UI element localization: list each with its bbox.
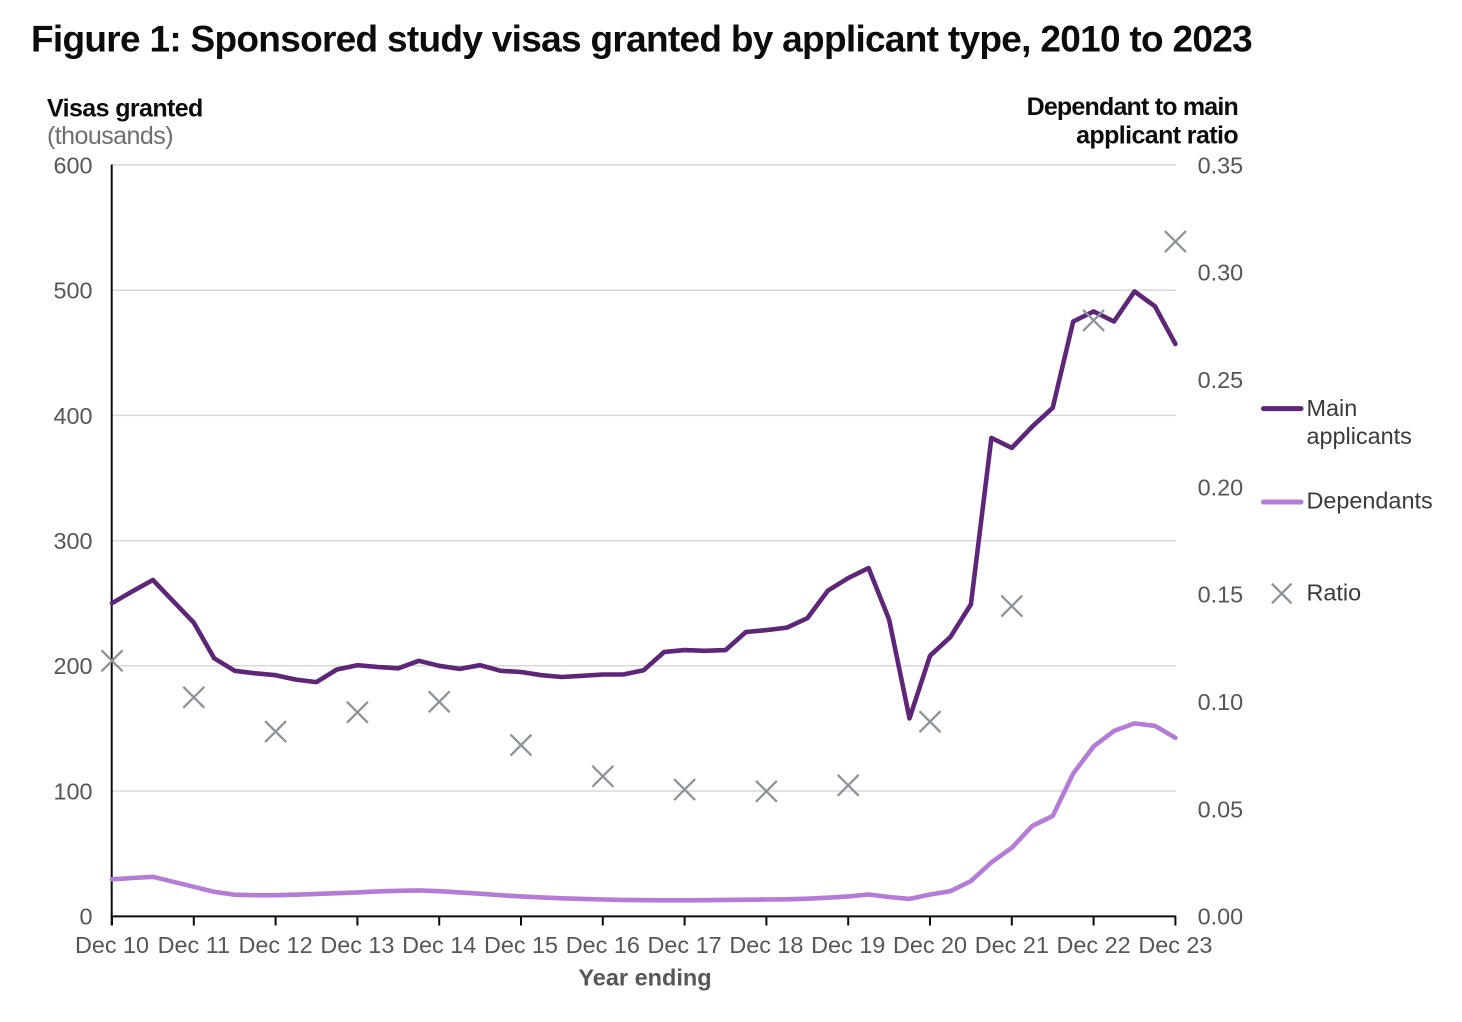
svg-text:Dec 10: Dec 10 [75, 932, 149, 958]
svg-text:Dec 20: Dec 20 [893, 932, 967, 958]
svg-text:500: 500 [53, 278, 92, 304]
svg-text:0.05: 0.05 [1198, 796, 1244, 822]
svg-text:Dec 22: Dec 22 [1057, 932, 1131, 958]
svg-text:Dec 23: Dec 23 [1138, 932, 1212, 958]
svg-text:Dependants: Dependants [1307, 488, 1433, 514]
svg-text:0.30: 0.30 [1198, 260, 1244, 286]
svg-text:Dec 17: Dec 17 [648, 932, 722, 958]
svg-text:Dec 13: Dec 13 [320, 932, 394, 958]
svg-text:Dec 21: Dec 21 [975, 932, 1049, 958]
svg-text:Dec 18: Dec 18 [729, 932, 803, 958]
svg-text:Visas granted: Visas granted [47, 94, 203, 122]
svg-text:200: 200 [53, 653, 92, 679]
svg-text:100: 100 [53, 778, 92, 804]
svg-text:applicants: applicants [1307, 423, 1412, 449]
svg-text:Main: Main [1307, 395, 1358, 421]
svg-text:Figure 1: Sponsored study visa: Figure 1: Sponsored study visas granted … [31, 18, 1252, 59]
svg-text:0.10: 0.10 [1198, 689, 1244, 715]
svg-text:0: 0 [79, 904, 92, 930]
svg-text:Year ending: Year ending [578, 964, 711, 990]
svg-text:Dec 19: Dec 19 [811, 932, 885, 958]
svg-text:Dec 11: Dec 11 [158, 932, 230, 958]
svg-text:(thousands): (thousands) [47, 122, 173, 150]
svg-text:Dec 14: Dec 14 [402, 932, 476, 958]
svg-text:Dec 12: Dec 12 [239, 932, 313, 958]
svg-text:300: 300 [53, 528, 92, 554]
svg-text:0.20: 0.20 [1198, 474, 1244, 500]
svg-text:Dec 15: Dec 15 [484, 932, 558, 958]
svg-text:0.25: 0.25 [1198, 367, 1244, 393]
svg-text:Dec 16: Dec 16 [566, 932, 640, 958]
svg-text:Dependant to main: Dependant to main [1027, 93, 1238, 121]
svg-text:600: 600 [53, 152, 92, 178]
svg-text:Ratio: Ratio [1307, 579, 1362, 605]
svg-text:applicant ratio: applicant ratio [1076, 122, 1238, 150]
svg-text:400: 400 [53, 403, 92, 429]
svg-text:0.35: 0.35 [1198, 152, 1244, 178]
svg-text:0.15: 0.15 [1198, 582, 1244, 608]
svg-text:0.00: 0.00 [1198, 904, 1244, 930]
